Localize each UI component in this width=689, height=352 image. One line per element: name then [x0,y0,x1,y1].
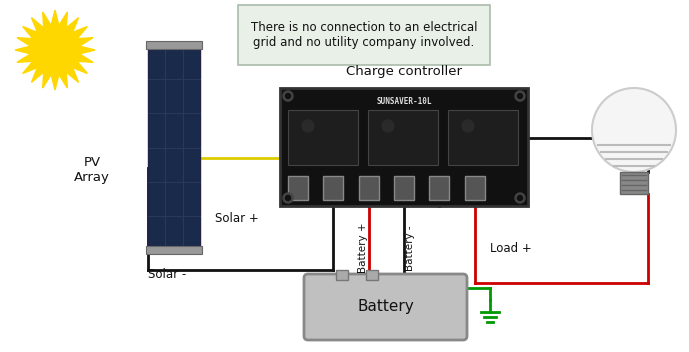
Circle shape [302,120,314,132]
Circle shape [517,195,522,201]
Bar [368,110,438,165]
Circle shape [285,195,291,201]
Polygon shape [15,10,95,90]
Circle shape [515,193,525,203]
Circle shape [382,120,394,132]
Bar [358,176,378,200]
FancyBboxPatch shape [304,274,467,340]
Text: Load -: Load - [490,171,526,184]
Bar [146,41,202,49]
FancyBboxPatch shape [238,5,490,65]
Bar [288,176,308,200]
Bar [336,270,348,280]
Text: Battery +: Battery + [358,223,367,273]
Bar [323,176,343,200]
Bar [429,176,449,200]
Circle shape [592,88,676,172]
Text: SUNSAVER-10L: SUNSAVER-10L [376,98,432,107]
Bar [148,45,200,250]
Bar [394,176,414,200]
Circle shape [462,120,474,132]
Circle shape [283,193,293,203]
Bar [146,246,202,254]
Text: Solar -: Solar - [148,268,186,281]
Text: Load +: Load + [490,241,532,254]
Bar [366,270,378,280]
Text: Battery -: Battery - [405,225,415,271]
Bar [465,176,485,200]
Text: Battery: Battery [357,300,414,314]
Circle shape [517,94,522,99]
Bar [280,88,528,206]
Bar [620,172,648,194]
Text: PV
Array: PV Array [74,156,110,184]
Circle shape [283,91,293,101]
Text: Solar +: Solar + [215,212,259,225]
Circle shape [285,94,291,99]
Circle shape [515,91,525,101]
Bar [288,110,358,165]
Bar [448,110,518,165]
Text: Charge controller: Charge controller [346,65,462,78]
Text: There is no connection to an electrical
grid and no utility company involved.: There is no connection to an electrical … [251,21,477,49]
